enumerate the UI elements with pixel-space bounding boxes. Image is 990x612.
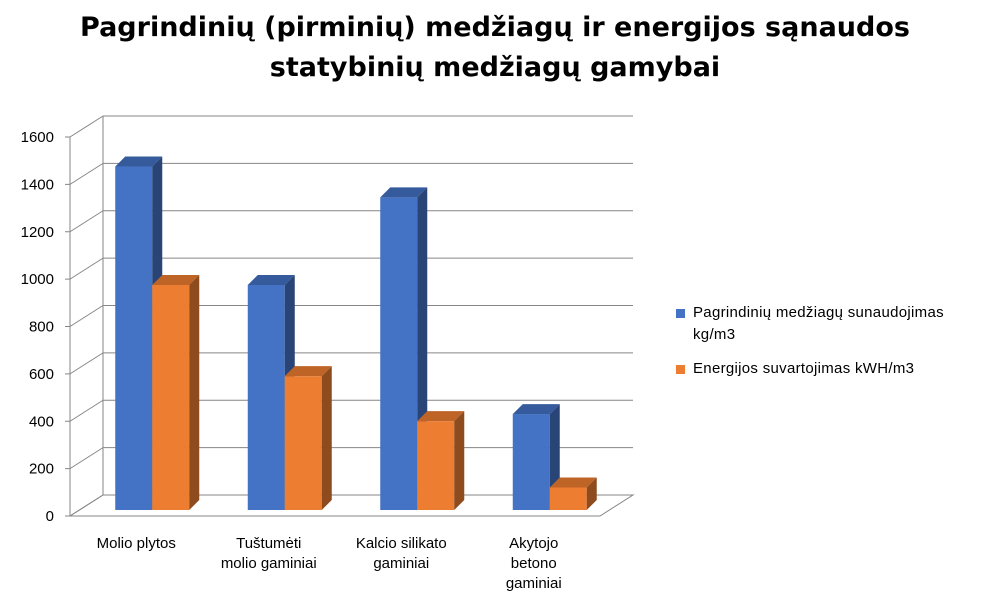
legend-item-series-1: Pagrindinių medžiagų sunaudojimas kg/m3 [676, 302, 986, 346]
legend-swatch-series-1 [676, 309, 685, 318]
bar-front [380, 197, 418, 510]
x-axis: Molio plytos Tuštumėti molio gaminiai Kalci… [97, 535, 562, 592]
bar-2-1 [152, 274, 200, 510]
bar-2-4 [549, 477, 597, 510]
bar-top [247, 274, 295, 285]
x-category-label: Akytojo betono gaminiai [506, 535, 562, 592]
gridline-side-1200 [69, 210, 104, 233]
bar-front [284, 376, 322, 510]
bar-2-3 [417, 411, 465, 510]
bar-top [417, 411, 465, 422]
bar-top [152, 274, 200, 285]
bar-top [115, 156, 163, 167]
chart-bars [115, 156, 597, 510]
chart-title: Pagrindinių (pirminių) medžiagų ir energ… [0, 8, 990, 88]
x-category-label-line: molio gaminiai [221, 555, 317, 572]
bar-side [586, 477, 597, 510]
x-category-label: Kalcio silikato gaminiai [356, 535, 447, 572]
gridline-side-800 [69, 305, 104, 327]
bar-front [247, 284, 285, 510]
x-category-label: Tuštumėti molio gaminiai [221, 535, 317, 572]
bar-2-2 [284, 366, 332, 510]
y-tick-label: 1600 [21, 129, 54, 146]
gridline-side-1000 [69, 257, 104, 280]
bar-front [512, 414, 550, 510]
bar-front [152, 284, 190, 510]
y-tick-label: 400 [29, 413, 54, 430]
y-tick-label: 600 [29, 366, 54, 383]
y-tick-label: 800 [29, 319, 54, 336]
gridline-side-1600 [69, 115, 104, 138]
bar-front [549, 487, 587, 510]
x-category-label: Molio plytos [97, 535, 176, 552]
chart-title-line-2: statybinių medžiagų gamybai [269, 52, 721, 83]
bar-top [512, 404, 560, 415]
gridline-side-200 [69, 447, 104, 470]
x-category-label-line: Akytojo [509, 535, 558, 552]
y-tick-label: 1200 [21, 224, 54, 241]
chart-floor [68, 494, 635, 517]
gridline-side-600 [69, 352, 104, 375]
bar-side [321, 366, 332, 510]
legend-label-series-2: Energijos suvartojimas kWH/m3 [693, 360, 915, 377]
legend-item-series-2: Energijos suvartojimas kWH/m3 [676, 358, 986, 380]
x-category-label-line: Tuštumėti [236, 535, 301, 552]
bar-side [454, 411, 465, 510]
legend-swatch-series-2 [676, 365, 685, 374]
bar-1-4 [512, 404, 560, 510]
y-tick-label: 1400 [21, 176, 54, 193]
y-tick-label: 0 [46, 508, 54, 525]
gridline-side-1400 [69, 162, 104, 185]
chart-title-line-1: Pagrindinių (pirminių) medžiagų ir energ… [80, 12, 910, 43]
y-axis: 0 200 400 600 800 1000 1200 1400 1600 [21, 129, 70, 525]
bar-side [189, 274, 200, 510]
gridline-side-400 [69, 399, 104, 422]
x-category-label-line: Kalcio silikato [356, 535, 447, 552]
bar-front [115, 166, 153, 510]
x-category-label-line: gaminiai [506, 575, 562, 592]
bar-top [549, 477, 597, 488]
bar-front [417, 421, 455, 510]
bar-top [284, 366, 332, 377]
x-category-label-line: gaminiai [373, 555, 429, 572]
y-tick-label: 200 [29, 461, 54, 478]
bar-top [380, 187, 428, 198]
legend-label-series-1: Pagrindinių medžiagų sunaudojimas kg/m3 [693, 304, 944, 343]
chart-legend: Pagrindinių medžiagų sunaudojimas kg/m3 … [676, 302, 986, 392]
x-category-label-line: Molio plytos [97, 535, 176, 552]
y-tick-label: 1000 [21, 271, 54, 288]
x-category-label-line: betono [511, 555, 557, 572]
